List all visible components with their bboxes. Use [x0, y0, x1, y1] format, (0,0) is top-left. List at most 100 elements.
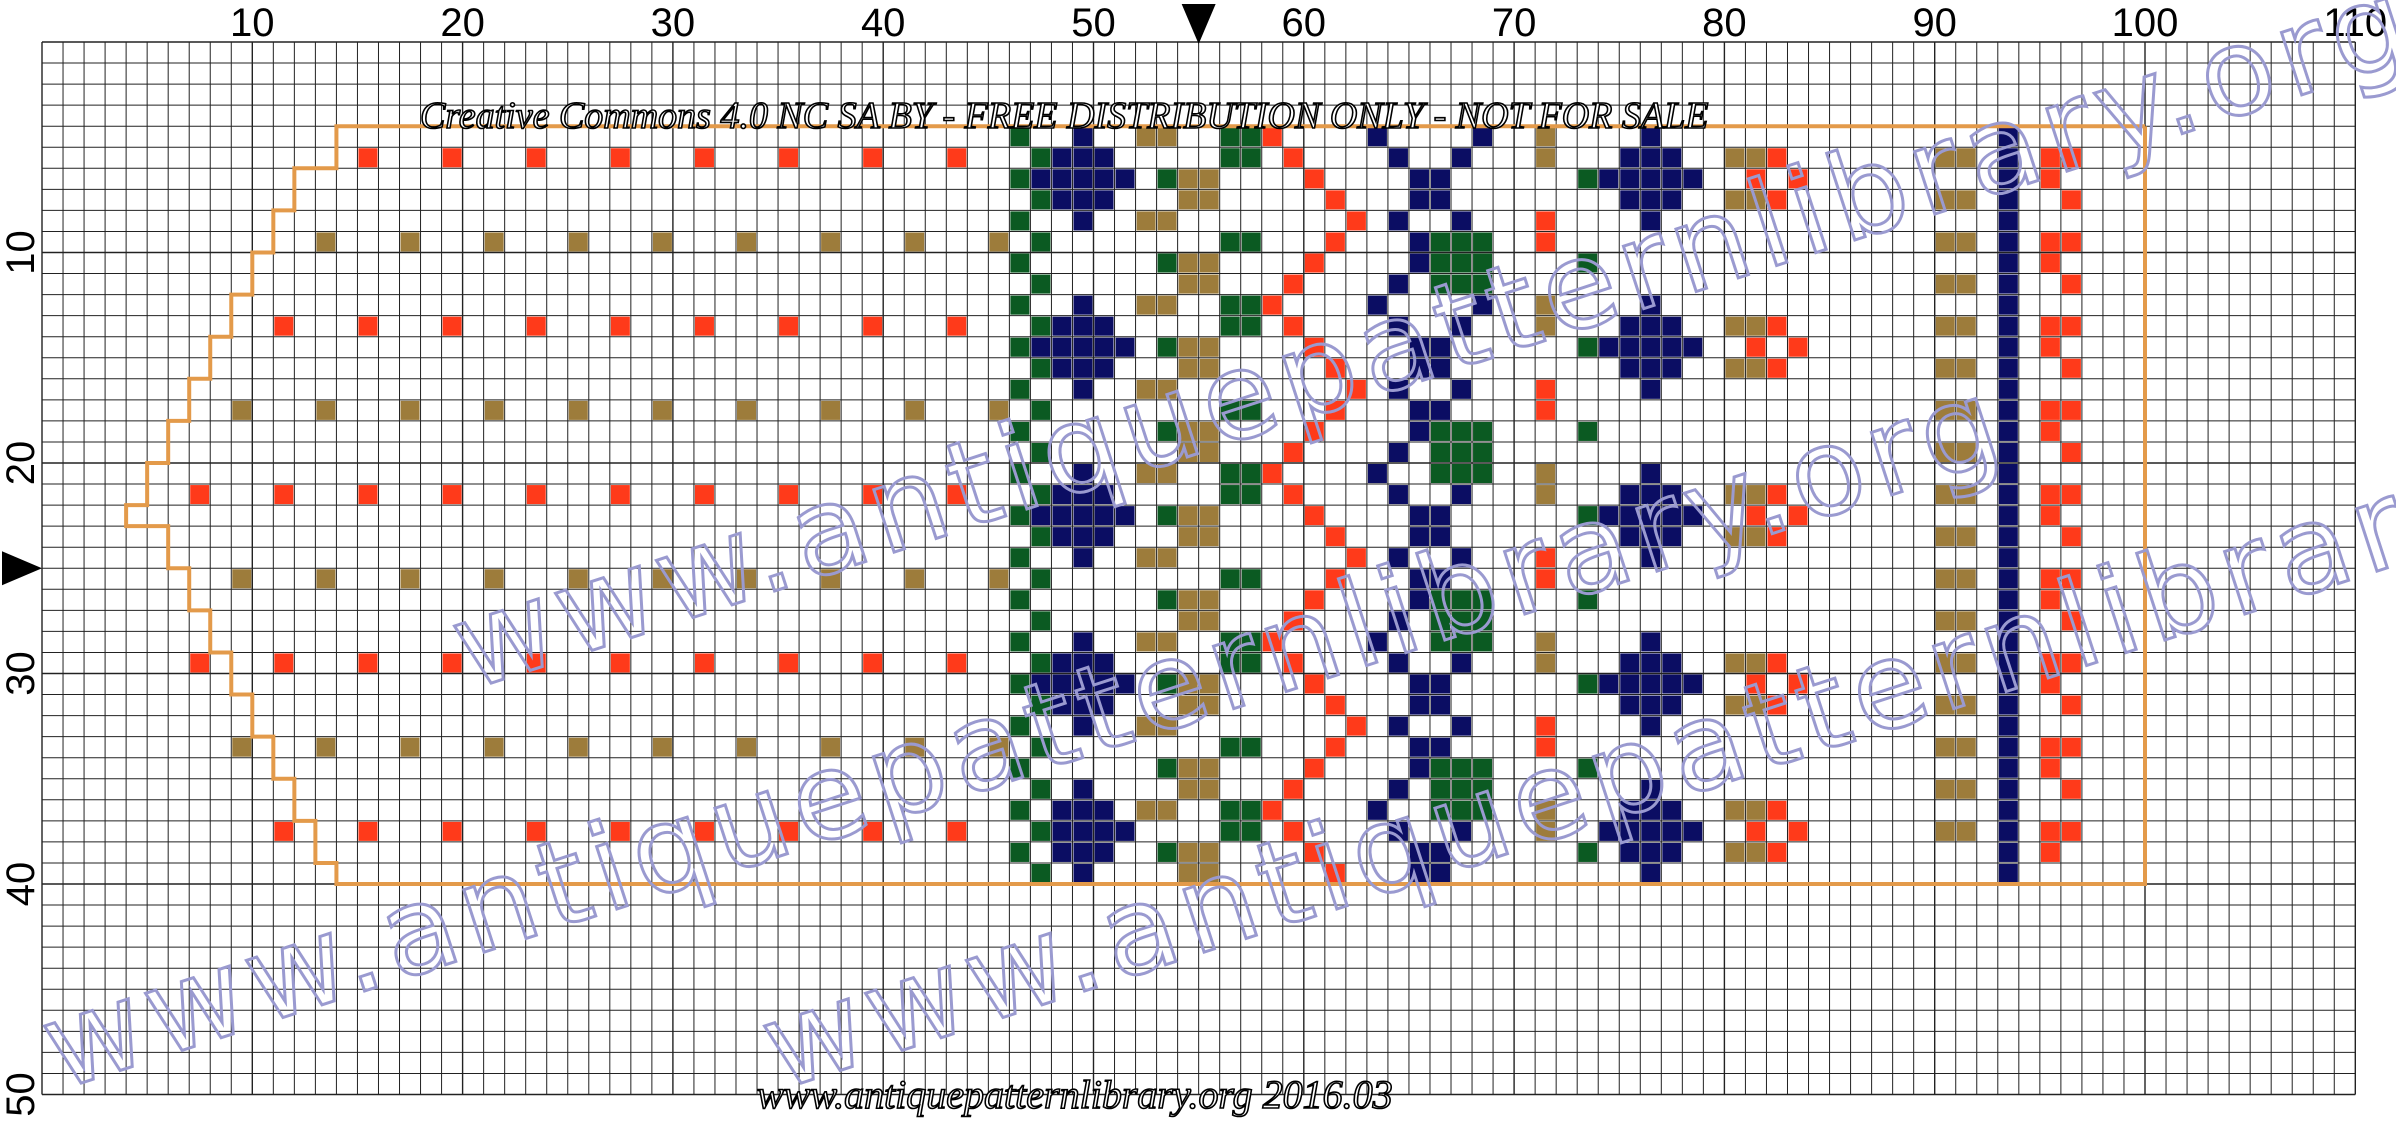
pattern-cell	[1935, 232, 1955, 252]
pattern-cell	[694, 485, 714, 505]
pattern-cell	[1536, 316, 1556, 336]
pattern-cell	[400, 737, 420, 757]
pattern-cell	[1157, 379, 1177, 399]
pattern-cell	[1073, 379, 1093, 399]
pattern-cell	[1157, 169, 1177, 189]
pattern-cell	[1157, 842, 1177, 862]
x-tick-label: 80	[1702, 1, 1747, 45]
pattern-cell	[1031, 779, 1051, 799]
pattern-cell	[736, 569, 757, 589]
pattern-cell	[1935, 821, 1955, 841]
pattern-cell	[736, 400, 757, 420]
pattern-cell	[1010, 295, 1030, 315]
pattern-cell	[1641, 548, 1661, 568]
pattern-cell	[1452, 611, 1472, 631]
pattern-cell	[1430, 695, 1451, 715]
pattern-cell	[1367, 127, 1387, 147]
pattern-cell	[1409, 506, 1429, 526]
pattern-cells	[190, 127, 2081, 883]
pattern-cell	[1136, 632, 1156, 652]
pattern-cell	[1031, 611, 1051, 631]
pattern-cell	[1473, 253, 1493, 273]
pattern-cell	[358, 653, 378, 673]
pattern-cell	[1010, 379, 1030, 399]
pattern-cell	[1073, 358, 1093, 378]
pattern-cell	[1388, 716, 1408, 736]
pattern-cell	[1178, 695, 1198, 715]
pattern-cell	[1578, 758, 1598, 778]
pattern-cell	[1536, 127, 1556, 147]
pattern-cell	[1578, 253, 1598, 273]
pattern-cell	[1998, 253, 2018, 273]
pattern-cell	[2040, 316, 2060, 336]
pattern-cell	[1641, 464, 1661, 484]
pattern-cell	[1662, 337, 1682, 357]
pattern-cell	[1620, 190, 1640, 210]
pattern-cell	[2061, 485, 2081, 505]
pattern-cell	[1998, 358, 2018, 378]
pattern-cell	[2061, 611, 2081, 631]
pattern-cell	[1430, 590, 1451, 610]
pattern-cell	[1325, 358, 1345, 378]
pattern-cell	[1641, 485, 1661, 505]
pattern-cell	[2061, 148, 2081, 168]
pattern-cell	[2061, 358, 2081, 378]
x-tick-label: 60	[1282, 1, 1327, 45]
pattern-cell	[1956, 821, 1976, 841]
pattern-cell	[1157, 800, 1177, 820]
pattern-cell	[947, 148, 967, 168]
pattern-cell	[1367, 295, 1387, 315]
pattern-cell	[1683, 169, 1703, 189]
pattern-cell	[821, 232, 841, 252]
pattern-cell	[1283, 442, 1303, 462]
pattern-cell	[1304, 842, 1324, 862]
pattern-cell	[1452, 632, 1472, 652]
pattern-cell	[1283, 274, 1303, 294]
pattern-cell	[1031, 863, 1051, 883]
pattern-cell	[1157, 421, 1177, 441]
pattern-cell	[1578, 421, 1598, 441]
pattern-cell	[1998, 779, 2018, 799]
x-tick-label: 20	[440, 1, 485, 45]
pattern-cell	[1452, 821, 1472, 841]
pattern-cell	[1746, 674, 1766, 694]
pattern-cell	[1220, 400, 1240, 420]
pattern-cell	[1010, 842, 1030, 862]
pattern-cell	[1956, 779, 1976, 799]
x-tick-label: 30	[651, 1, 696, 45]
pattern-cell	[1199, 842, 1219, 862]
pattern-cell	[2040, 674, 2060, 694]
pattern-cell	[1998, 400, 2018, 420]
pattern-cell	[1115, 506, 1135, 526]
pattern-cell	[2061, 527, 2081, 547]
pattern-cell	[989, 400, 1009, 420]
pattern-cell	[358, 148, 378, 168]
pattern-cell	[1956, 358, 1976, 378]
pattern-cell	[1430, 190, 1451, 210]
pattern-cell	[1010, 211, 1030, 231]
pattern-cell	[1073, 211, 1093, 231]
pattern-cell	[1536, 821, 1556, 841]
pattern-cell	[1241, 295, 1261, 315]
pattern-cell	[1998, 569, 2018, 589]
pattern-cell	[1746, 358, 1766, 378]
pattern-cell	[1010, 674, 1030, 694]
pattern-cell	[1409, 590, 1429, 610]
pattern-cell	[779, 485, 799, 505]
pattern-cell	[1178, 611, 1198, 631]
y-tick-label: 40	[0, 862, 43, 907]
pattern-cell	[905, 232, 925, 252]
pattern-cell	[1115, 337, 1135, 357]
pattern-cell	[1662, 653, 1682, 673]
pattern-cell	[358, 316, 378, 336]
pattern-cell	[1430, 527, 1451, 547]
pattern-cell	[484, 232, 504, 252]
center-markers	[2, 4, 1216, 586]
pattern-cell	[1536, 716, 1556, 736]
pattern-cell	[1157, 716, 1177, 736]
pattern-cell	[1767, 148, 1787, 168]
pattern-cell	[1473, 464, 1493, 484]
pattern-cell	[190, 653, 210, 673]
pattern-cell	[1136, 464, 1156, 484]
pattern-cell	[1325, 400, 1345, 420]
